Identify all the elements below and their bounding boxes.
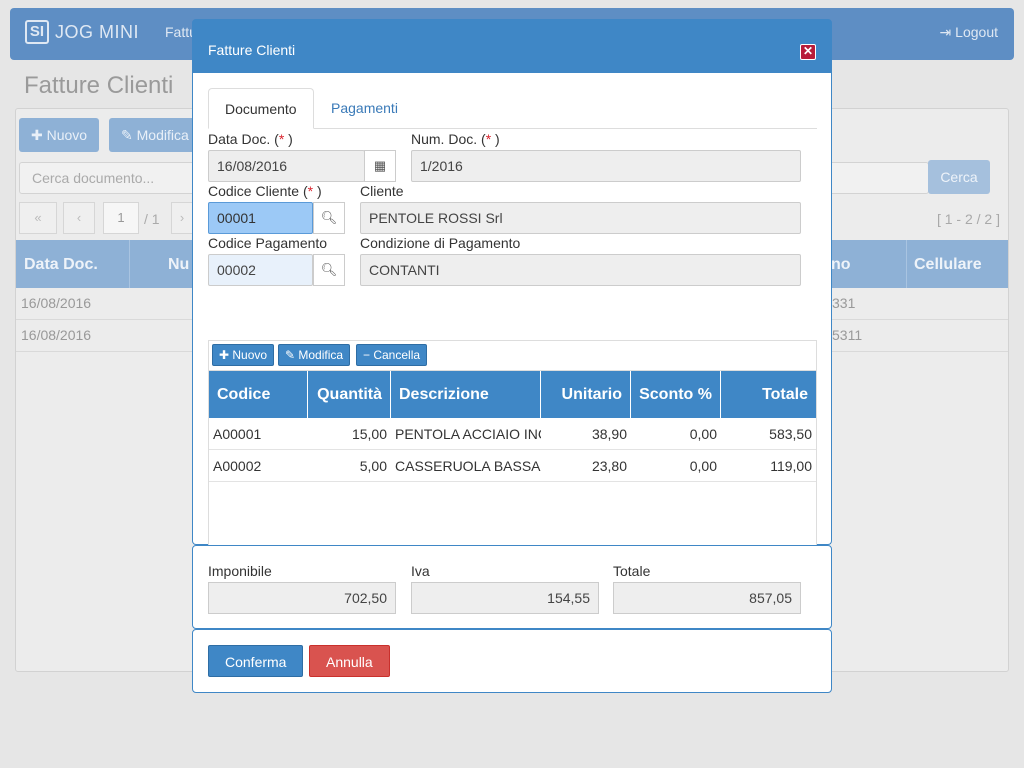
row-date: 16/08/2016 — [21, 327, 92, 343]
codice-cliente-input[interactable]: 00001 — [208, 202, 313, 234]
totale-label: Totale — [613, 563, 651, 579]
close-icon[interactable]: ✕ — [800, 44, 816, 60]
cliente-field[interactable]: PENTOLE ROSSI Srl — [360, 202, 801, 234]
search-icon[interactable]: 🔍︎ — [313, 254, 345, 286]
edit-invoice-label: Modifica — [136, 127, 189, 143]
add-row-button[interactable]: ✚ Nuovo — [212, 344, 275, 366]
cell-quantita: 5,00 — [359, 458, 387, 474]
edit-row-label: Modifica — [298, 348, 344, 362]
modal-header: Fatture Clienti ✕ — [192, 19, 832, 73]
col-codice[interactable]: Codice — [209, 371, 308, 418]
row-phone: 5311 — [832, 327, 863, 343]
col-totale[interactable]: Totale — [762, 386, 808, 403]
confirm-button[interactable]: Conferma — [208, 645, 304, 677]
col-quantita[interactable]: Quantità — [308, 371, 391, 418]
cell-unitario: 38,90 — [591, 426, 627, 442]
brand[interactable]: SI JOG MINI — [25, 20, 139, 44]
cell-codice: A00002 — [213, 458, 262, 474]
record-range: [ 1 - 2 / 2 ] — [936, 211, 1000, 227]
table-row[interactable]: A00002 5,00 CASSERUOLA BASSA C 23,80 0,0… — [209, 450, 816, 482]
page-number-input[interactable]: 1 — [103, 202, 139, 234]
pencil-icon: ✎ — [121, 127, 137, 143]
document-section: Documento Pagamenti Data Doc. (* ) 16/08… — [192, 73, 832, 582]
col-num[interactable]: Nu — [168, 256, 190, 273]
table-row[interactable]: A00001 15,00 PENTOLA ACCIAIO INC 38,90 0… — [209, 418, 816, 450]
col-cellulare[interactable]: Cellulare — [914, 256, 982, 273]
tab-documento[interactable]: Documento — [208, 88, 314, 129]
logout-icon: ⇥ — [939, 24, 952, 40]
delete-row-button[interactable]: − Cancella — [356, 344, 428, 366]
grid-header: Codice Quantità Descrizione Unitario Sco… — [209, 371, 816, 418]
data-doc-label: Data Doc. (* ) — [208, 131, 293, 147]
modal-footer: Conferma Annulla — [192, 629, 832, 693]
calendar-icon[interactable]: ▦ — [364, 150, 396, 182]
edit-row-button[interactable]: ✎ Modifica — [278, 344, 351, 366]
invoice-modal: Fatture Clienti ✕ Documento Pagamenti Da… — [192, 19, 832, 693]
first-page-button[interactable]: « — [19, 202, 57, 234]
totals-section: Imponibile 702,50 Iva 154,55 Totale 857,… — [192, 545, 832, 629]
modal-title: Fatture Clienti — [208, 42, 296, 58]
iva-label: Iva — [411, 563, 430, 579]
col-data-doc[interactable]: Data Doc. — [24, 256, 98, 273]
num-doc-label: Num. Doc. (* ) — [411, 131, 500, 147]
data-doc-field[interactable]: 16/08/2016 — [208, 150, 365, 182]
page-title: Fatture Clienti — [24, 72, 174, 99]
row-date: 16/08/2016 — [21, 295, 92, 311]
add-row-label: Nuovo — [232, 348, 268, 362]
cell-sconto: 0,00 — [689, 458, 717, 474]
prev-page-button[interactable]: ‹ — [63, 202, 95, 234]
brand-name: JOG MINI — [55, 21, 139, 42]
col-descrizione[interactable]: Descrizione — [391, 371, 541, 418]
cell-unitario: 23,80 — [591, 458, 627, 474]
nav-item-fatture[interactable]: Fattu — [165, 24, 197, 40]
col-sconto[interactable]: Sconto % — [631, 371, 721, 418]
edit-invoice-button[interactable]: ✎ Modifica — [109, 118, 201, 152]
cell-codice: A00001 — [213, 426, 262, 442]
cancel-button[interactable]: Annulla — [309, 645, 390, 677]
cliente-label: Cliente — [360, 183, 404, 199]
logout-label: Logout — [955, 24, 998, 40]
cell-descrizione: PENTOLA ACCIAIO INC — [395, 426, 541, 442]
page-total: / 1 — [144, 211, 160, 227]
row-phone: 331 — [832, 295, 856, 311]
modal-tabs: Documento Pagamenti — [208, 88, 817, 129]
new-invoice-button[interactable]: ✚ Nuovo — [19, 118, 100, 152]
plus-icon: ✚ — [219, 348, 233, 362]
tab-pagamenti[interactable]: Pagamenti — [331, 100, 398, 116]
condizione-label: Condizione di Pagamento — [360, 235, 521, 251]
logout-link[interactable]: ⇥ Logout — [940, 24, 998, 41]
cell-totale: 119,00 — [770, 458, 812, 474]
cell-descrizione: CASSERUOLA BASSA C — [395, 458, 541, 474]
pencil-icon: ✎ — [285, 348, 299, 362]
codice-cliente-label: Codice Cliente (* ) — [208, 183, 322, 199]
iva-field[interactable]: 154,55 — [411, 582, 599, 614]
codice-pagamento-label: Codice Pagamento — [208, 235, 328, 251]
condizione-field[interactable]: CONTANTI — [360, 254, 801, 286]
minus-icon: − — [363, 348, 374, 362]
col-telefono[interactable]: no — [831, 256, 851, 273]
totale-field[interactable]: 857,05 — [613, 582, 801, 614]
plus-icon: ✚ — [31, 127, 47, 143]
search-icon[interactable]: 🔍︎ — [313, 202, 345, 234]
row-toolbar: ✚ Nuovo ✎ Modifica − Cancella — [208, 340, 817, 370]
codice-pagamento-input[interactable]: 00002 — [208, 254, 313, 286]
new-invoice-label: Nuovo — [46, 127, 88, 143]
imponibile-label: Imponibile — [208, 563, 272, 579]
cell-totale: 583,50 — [769, 426, 812, 442]
cell-quantita: 15,00 — [351, 426, 387, 442]
cell-sconto: 0,00 — [689, 426, 717, 442]
delete-row-label: Cancella — [373, 348, 421, 362]
num-doc-field[interactable]: 1/2016 — [411, 150, 801, 182]
col-unitario[interactable]: Unitario — [541, 371, 631, 418]
imponibile-field[interactable]: 702,50 — [208, 582, 396, 614]
brand-logo: SI — [25, 20, 49, 44]
search-button[interactable]: Cerca — [928, 160, 990, 194]
